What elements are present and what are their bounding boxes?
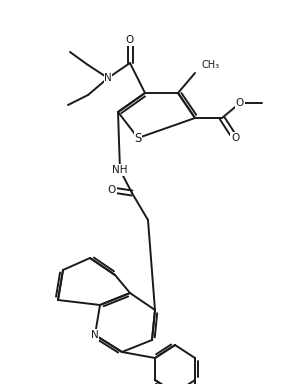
- Text: O: O: [236, 98, 244, 108]
- Text: N: N: [104, 73, 112, 83]
- Text: N: N: [91, 330, 99, 340]
- Text: CH₃: CH₃: [202, 60, 220, 70]
- Text: O: O: [126, 35, 134, 45]
- Text: S: S: [134, 131, 142, 144]
- Text: O: O: [231, 133, 239, 143]
- Text: O: O: [108, 185, 116, 195]
- Text: NH: NH: [112, 165, 128, 175]
